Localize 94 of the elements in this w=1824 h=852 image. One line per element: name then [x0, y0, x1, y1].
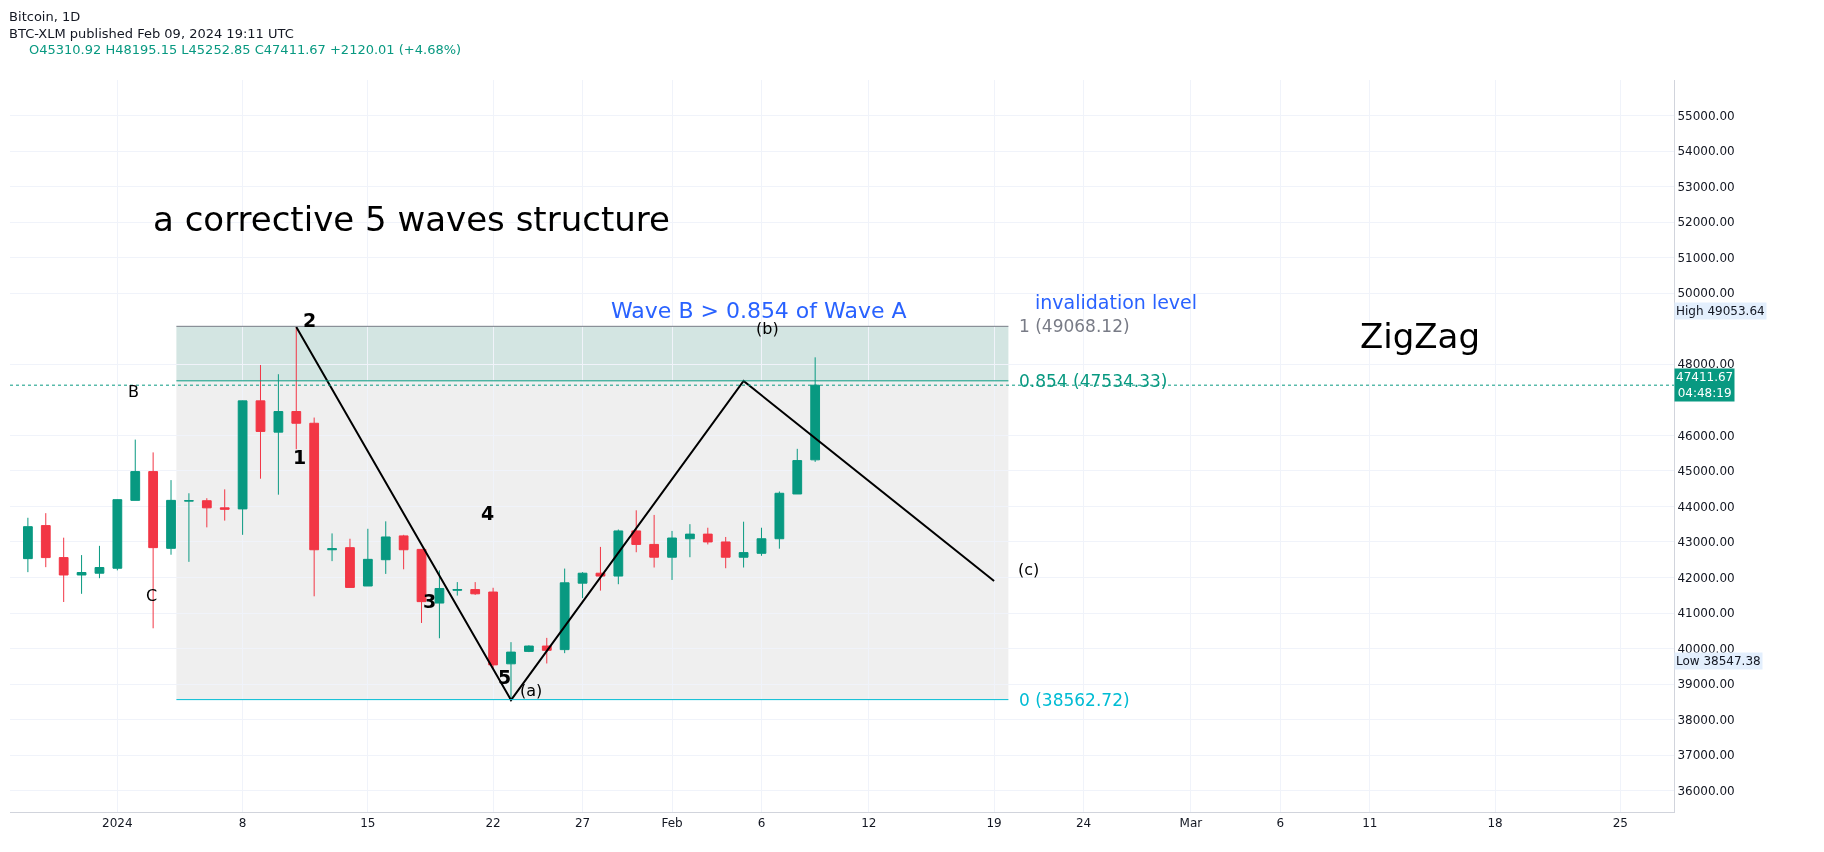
- candlestick: [488, 587, 498, 669]
- x-tick-label: 22: [485, 816, 501, 831]
- ref-line-label: 0 (38562.72): [1019, 690, 1130, 710]
- candlestick: [577, 571, 588, 599]
- x-tick-label: Feb: [661, 816, 683, 831]
- y-tick-label: 37000.00: [1677, 748, 1735, 763]
- candlestick: [667, 530, 677, 581]
- candlestick: [184, 492, 194, 563]
- y-tick-label: 43000.00: [1677, 535, 1735, 550]
- annotation: a corrective 5 waves structure: [153, 199, 670, 239]
- y-tick-label: 45000.00: [1677, 464, 1735, 479]
- x-tick-label: 6: [757, 816, 766, 831]
- candlestick: [201, 497, 212, 528]
- candlestick: [649, 514, 660, 569]
- y-tick-label: 36000.00: [1677, 783, 1735, 798]
- candlestick: [327, 532, 337, 562]
- annotation: 1: [293, 446, 307, 468]
- annotation: (c): [1018, 560, 1040, 579]
- annotation: 5: [498, 666, 512, 688]
- text: High 49053.64: [1676, 304, 1765, 318]
- candlestick: [702, 527, 713, 545]
- candlestick: [613, 529, 624, 585]
- candlestick: [362, 528, 373, 587]
- annotation: 3: [423, 590, 437, 612]
- candlestick: [720, 536, 731, 569]
- candlestick: [255, 364, 266, 480]
- candlestick: [219, 488, 230, 522]
- candlestick: [631, 509, 642, 553]
- candlestick: [470, 581, 481, 596]
- ref-line-label: 0.854 (47534.33): [1019, 371, 1168, 391]
- x-tick-label: 12: [861, 816, 877, 831]
- candlestick: [792, 448, 803, 495]
- y-tick-label: 46000.00: [1677, 428, 1735, 443]
- y-tick-label: 52000.00: [1677, 215, 1735, 230]
- annotation: B: [128, 382, 139, 401]
- candlestick: [738, 521, 749, 569]
- y-tick-label: 55000.00: [1677, 108, 1735, 123]
- candlestick: [345, 538, 355, 588]
- y-tick-label: 44000.00: [1677, 499, 1735, 514]
- y-tick-label: 48000.00: [1677, 357, 1735, 372]
- candlestick: [559, 568, 570, 654]
- candlestick: [130, 439, 141, 501]
- candlestick: [685, 523, 695, 558]
- annotation: ZigZag: [1360, 316, 1481, 356]
- candlestick: [380, 520, 391, 575]
- candlestick: [524, 644, 534, 653]
- x-tick-label: 2024: [102, 816, 133, 831]
- candlestick: [76, 554, 87, 595]
- candlestick: [40, 512, 51, 568]
- x-tick-label: 8: [238, 816, 247, 831]
- text: O45310.92 H48195.15 L45252.85 C47411.67 +2120.01 (+4.68%): [29, 42, 462, 57]
- x-tick-label: 19: [986, 816, 1002, 831]
- chart-title: Bitcoin, 1D: [9, 9, 81, 25]
- candlestick: [58, 537, 69, 603]
- candlestick: [291, 326, 302, 450]
- candlestick: [452, 581, 463, 597]
- chart-subtitle: BTC-XLM published Feb 09, 2024 19:11 UTC: [9, 26, 294, 42]
- candlestick: [166, 479, 176, 556]
- x-tick-label: 11: [1362, 816, 1378, 831]
- candlestick: [774, 490, 785, 550]
- x-tick-label: 25: [1612, 816, 1628, 831]
- annotation: 2: [303, 309, 317, 331]
- y-tick-label: 38000.00: [1677, 712, 1735, 727]
- text: Low 38547.38: [1676, 654, 1761, 668]
- y-tick-label: 54000.00: [1677, 144, 1735, 159]
- candlestick: [434, 569, 445, 639]
- candlestick: [148, 451, 159, 629]
- y-tick-label: 51000.00: [1677, 250, 1735, 265]
- candlestick: [398, 534, 409, 570]
- x-tick-label: 24: [1075, 816, 1092, 831]
- y-tick-label: 42000.00: [1677, 570, 1735, 585]
- candlestick: [309, 417, 320, 597]
- y-tick-label: 41000.00: [1677, 606, 1735, 621]
- candlestick: [237, 400, 248, 536]
- y-tick-label: 39000.00: [1677, 677, 1735, 692]
- x-tick-label: Mar: [1179, 816, 1203, 831]
- x-tick-label: 27: [574, 816, 591, 831]
- x-tick-label: 15: [360, 816, 376, 831]
- candlestick: [94, 545, 105, 579]
- candlestick: [23, 517, 33, 573]
- annotation: (a): [520, 681, 543, 700]
- x-tick-label: 6: [1276, 816, 1285, 831]
- annotation: C: [146, 586, 158, 605]
- annotation: 4: [481, 502, 495, 524]
- candlestick: [595, 546, 606, 592]
- ref-line-label: 1 (49068.12): [1019, 316, 1130, 336]
- candlestick: [112, 498, 123, 571]
- x-tick-label: 18: [1487, 816, 1503, 831]
- ref-line-label: 47411.67 04:48:19: [1676, 370, 1734, 400]
- y-tick-label: 50000.00: [1677, 286, 1735, 301]
- y-tick-label: 53000.00: [1677, 179, 1735, 194]
- y-tick-label: 40000.00: [1677, 641, 1735, 656]
- candlestick: [756, 527, 767, 557]
- annotation: invalidation level: [1035, 291, 1198, 313]
